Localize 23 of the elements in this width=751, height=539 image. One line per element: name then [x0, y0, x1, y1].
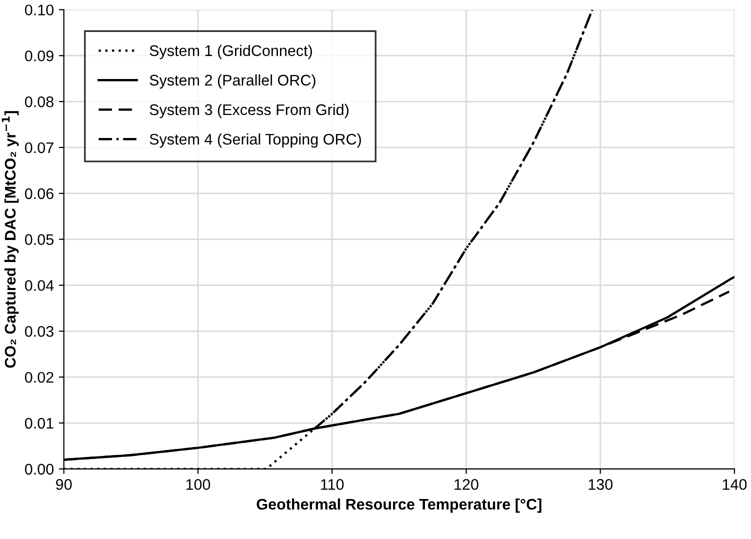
- legend-label: System 4 (Serial Topping ORC): [150, 133, 361, 148]
- x-tick-label: 130: [588, 479, 612, 490]
- y-axis-title: CO₂ Captured by DAC [MtCO₂ yr$^{−1}$]: [2, 111, 19, 368]
- y-tick-label: 0.08: [24, 96, 54, 108]
- legend-label: System 1 (GridConnect): [150, 44, 312, 60]
- y-tick-label: 0.10: [24, 4, 54, 16]
- x-tick-label: 140: [722, 479, 747, 490]
- x-tick-label: 110: [321, 479, 344, 490]
- x-tick-label: 120: [454, 479, 478, 490]
- x-tick-label: 90: [56, 479, 72, 490]
- y-tick-label: 0.06: [24, 188, 54, 200]
- y-tick-label: 0.04: [24, 280, 54, 291]
- y-tick-label: 0.00: [24, 464, 54, 475]
- x-tick-label: 100: [186, 479, 210, 490]
- y-tick-label: 0.09: [24, 50, 54, 62]
- y-tick-label: 0.02: [24, 372, 54, 383]
- y-tick-label: 0.07: [24, 142, 54, 154]
- y-tick-label: 0.03: [24, 326, 54, 337]
- y-tick-label: 0.05: [24, 234, 54, 245]
- x-axis-title: Geothermal Resource Temperature [°C]: [256, 498, 542, 513]
- legend-label: System 3 (Excess From Grid): [150, 104, 348, 118]
- legend-label: System 2 (Parallel ORC): [150, 74, 316, 89]
- y-tick-label: 0.01: [24, 418, 54, 429]
